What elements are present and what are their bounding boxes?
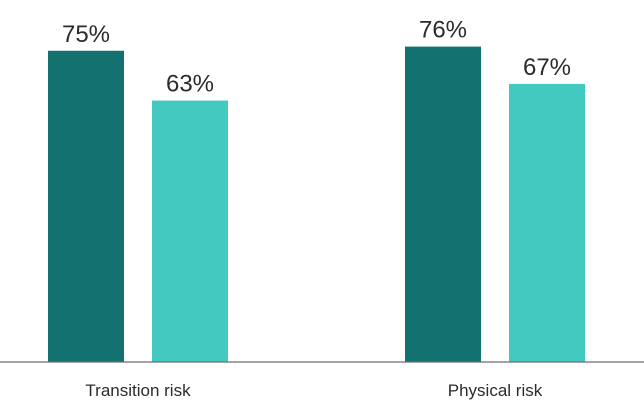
value-label-physical-risk-series-2: 67% (523, 54, 571, 81)
value-label-transition-risk-series-1: 75% (62, 21, 110, 48)
category-label-transition-risk: Transition risk (85, 381, 191, 400)
bars-layer (48, 46, 585, 363)
value-label-transition-risk-series-2: 63% (166, 71, 214, 98)
category-labels-layer: Transition risk Physical risk (85, 381, 542, 400)
bar-physical-risk-series-1 (405, 46, 481, 362)
bar-physical-risk-series-2 (509, 83, 585, 362)
bar-transition-risk-series-1 (48, 50, 124, 362)
value-labels-layer: 75% 63% 76% 67% (62, 17, 571, 98)
category-label-physical-risk: Physical risk (448, 381, 543, 400)
value-label-physical-risk-series-1: 76% (419, 17, 467, 44)
bar-transition-risk-series-2 (152, 100, 228, 363)
